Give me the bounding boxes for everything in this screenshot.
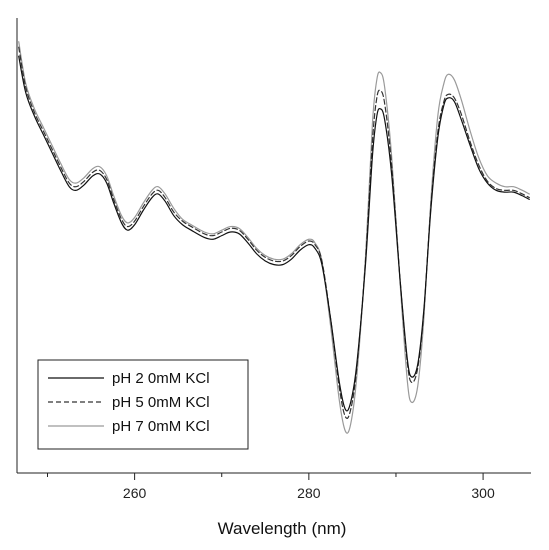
x-tick-label: 280 [297,485,321,501]
x-tick-label: 260 [123,485,147,501]
x-axis-title: Wavelength (nm) [218,519,347,538]
x-tick-label: 300 [471,485,495,501]
series-line-2 [18,46,530,419]
series-line-1 [18,55,530,412]
legend-box [37,359,249,450]
series-layer [18,41,530,434]
axis-layer: 260 280 300 Wavelength (nm) [16,18,531,538]
legend: pH 2 0mM KCl pH 5 0mM KCl pH 7 0mM KCl [37,359,249,450]
legend-label-3: pH 7 0mM KCl [112,418,210,435]
legend-label-1: pH 2 0mM KCl [112,370,210,387]
legend-label-2: pH 5 0mM KCl [112,394,210,411]
series-line-3 [18,41,530,434]
